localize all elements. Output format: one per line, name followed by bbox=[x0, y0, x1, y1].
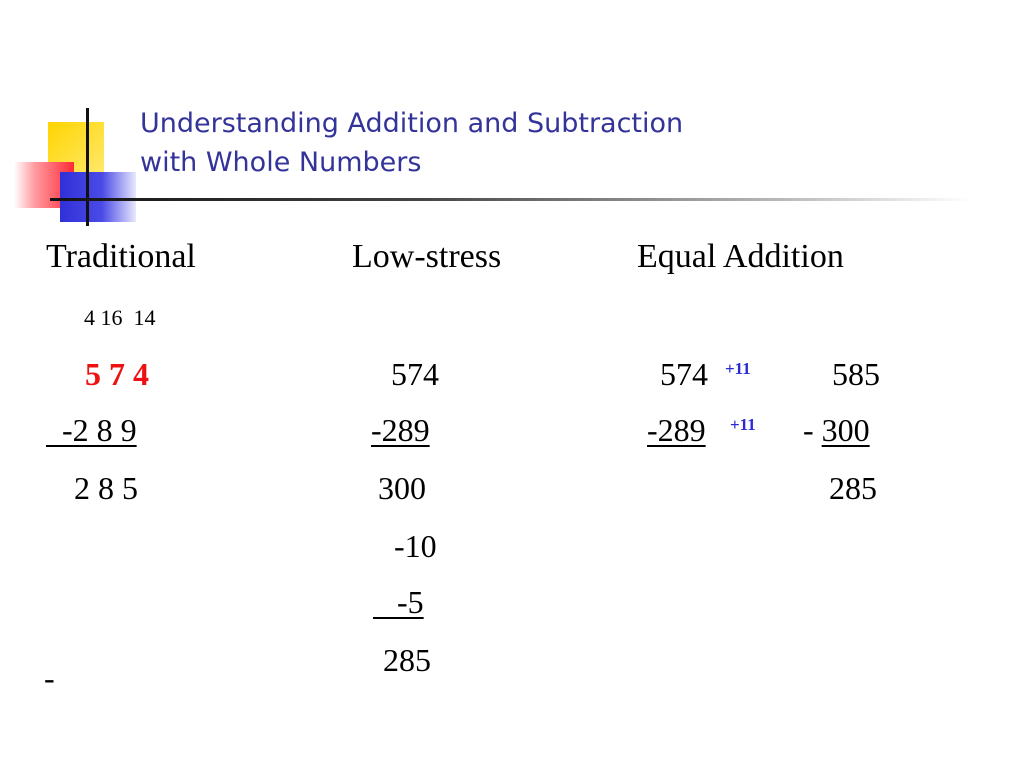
slide-title: Understanding Addition and Subtraction w… bbox=[140, 104, 683, 182]
traditional-difference: 2 8 5 bbox=[74, 470, 138, 506]
equal-addition-new-subtrahend-row: - 300 bbox=[803, 414, 870, 446]
equal-addition-plus-11-top: +11 bbox=[725, 359, 751, 378]
low-stress-result: 285 bbox=[383, 642, 431, 678]
equal-addition-plus-11-bottom: +11 bbox=[730, 415, 756, 434]
traditional-regroup-digits: 4 16 14 bbox=[84, 305, 156, 330]
traditional-minuend: 5 7 4 bbox=[85, 356, 149, 392]
low-stress-partial-minus-5: -5 bbox=[373, 584, 424, 620]
header-equal-addition: Equal Addition bbox=[637, 238, 844, 275]
equal-addition-new-minuend: 585 bbox=[832, 356, 880, 392]
equal-addition-result: 285 bbox=[829, 470, 877, 506]
title-line-1: Understanding Addition and Subtraction bbox=[140, 108, 684, 139]
traditional-stray-mark: - bbox=[44, 660, 55, 696]
header-low-stress: Low-stress bbox=[352, 238, 502, 275]
equal-addition-subtrahend: -289 bbox=[647, 412, 706, 448]
equal-addition-new-subtrahend: 300 bbox=[821, 412, 870, 448]
low-stress-partial-minus-10: -10 bbox=[394, 528, 437, 564]
vertical-rule-decoration bbox=[86, 108, 89, 226]
low-stress-subtrahend: -289 bbox=[371, 412, 430, 448]
equal-addition-minus-sign: - bbox=[803, 412, 822, 448]
header-traditional: Traditional bbox=[46, 238, 196, 275]
traditional-subtrahend: -2 8 9 bbox=[46, 412, 137, 448]
low-stress-minuend: 574 bbox=[391, 356, 439, 392]
equal-addition-minuend: 574 bbox=[660, 356, 708, 392]
low-stress-partial-300: 300 bbox=[378, 470, 426, 506]
title-line-2: with Whole Numbers bbox=[140, 147, 422, 178]
blue-square-decoration bbox=[60, 172, 136, 222]
title-underline-rule bbox=[50, 198, 972, 201]
